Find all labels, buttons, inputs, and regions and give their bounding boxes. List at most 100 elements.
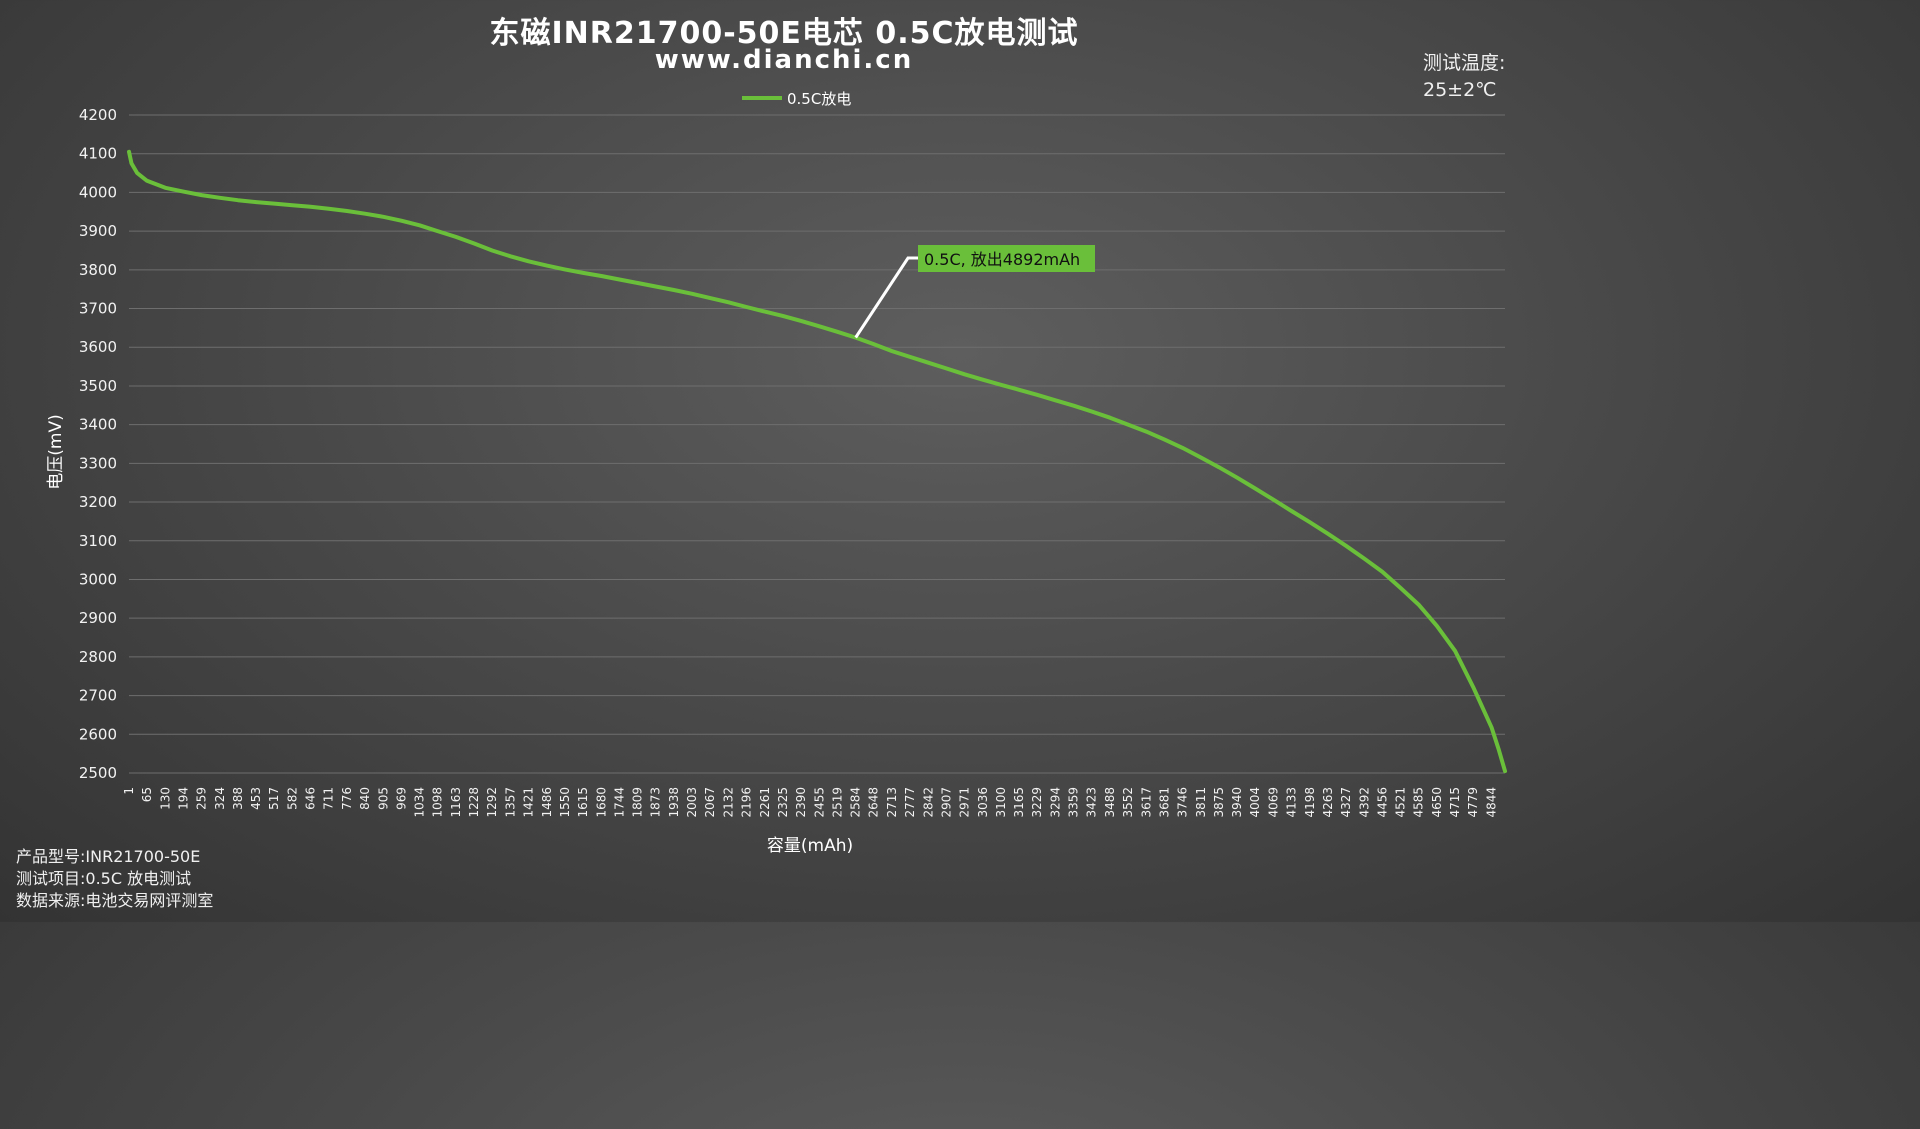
x-tick-label: 582 [285,787,299,810]
x-tick-label: 517 [267,787,281,810]
x-tick-label: 2648 [867,787,881,818]
x-tick-label: 3617 [1139,787,1153,818]
x-tick-label: 1 [122,787,136,795]
y-tick-labels: 4200 4100 4000 3900 3800 3700 3600 3500 3400 3300… [79,106,117,782]
x-tick-label: 3165 [1012,787,1026,818]
x-tick-label: 324 [213,787,227,810]
x-tick-label: 905 [376,787,390,810]
y-tick-label: 2700 [79,687,117,705]
chart-subtitle: www.dianchi.cn [654,45,914,75]
y-tick-label: 2600 [79,725,117,743]
series-line-0-5c-discharge [127,149,1507,774]
y-tick-label: 3400 [79,416,117,434]
x-tick-label: 4715 [1448,787,1462,818]
x-tick-label: 1486 [540,787,554,818]
x-tick-label: 4198 [1303,787,1317,818]
x-tick-label: 4392 [1357,787,1371,818]
x-tick-label: 2455 [812,787,826,818]
chart-canvas: 4200 4100 4000 3900 3800 3700 3600 3500 3400 3300… [46,90,1507,818]
x-tick-label: 3100 [994,787,1008,818]
grid-lines [129,114,1505,774]
annotation-layer: 0.5C, 放出4892mAh [854,245,1095,339]
y-tick-label: 3600 [79,338,117,356]
x-tick-label: 1938 [667,787,681,818]
y-tick-label: 3500 [79,377,117,395]
product-model-note: 产品型号:INR21700-50E [16,847,201,866]
x-tick-label: 2907 [940,787,954,818]
x-tick-label: 2325 [776,787,790,818]
y-tick-label: 3800 [79,261,117,279]
x-tick-label: 2584 [849,787,863,818]
x-tick-label: 3681 [1157,787,1171,818]
x-tick-label: 2067 [703,787,717,818]
x-tick-label: 1809 [631,787,645,818]
y-tick-label: 4200 [79,106,117,124]
x-tick-label: 2777 [903,787,917,818]
temperature-label: 测试温度: [1423,52,1506,74]
x-tick-label: 2196 [740,787,754,818]
y-tick-label: 3200 [79,493,117,511]
test-item-note: 测试项目:0.5C 放电测试 [16,869,192,888]
x-tick-label: 3488 [1103,787,1117,818]
y-tick-label: 4000 [79,183,117,201]
x-tick-label: 2842 [921,787,935,818]
data-source-note: 数据来源:电池交易网评测室 [16,891,214,910]
legend: 0.5C放电 [742,90,851,108]
x-tick-label: 4521 [1394,787,1408,818]
x-tick-label: 1550 [558,787,572,818]
annotation-leader-line [854,256,918,339]
x-tick-label: 1744 [612,787,626,818]
x-tick-label: 1098 [431,787,445,818]
x-tick-label: 3940 [1230,787,1244,818]
x-tick-label: 776 [340,787,354,810]
x-tick-label: 969 [394,787,408,810]
y-tick-label: 3100 [79,532,117,550]
y-tick-label: 3000 [79,570,117,588]
x-tick-label: 453 [249,787,263,810]
annotation-label: 0.5C, 放出4892mAh [924,250,1080,269]
x-tick-label: 840 [358,787,372,810]
y-tick-label: 2900 [79,609,117,627]
x-tick-label: 388 [231,787,245,810]
x-tick-label: 4263 [1321,787,1335,818]
x-tick-label: 194 [176,787,190,810]
x-tick-label: 4004 [1248,787,1262,818]
x-tick-label: 3294 [1048,787,1062,818]
legend-label: 0.5C放电 [787,90,851,108]
y-tick-label: 2800 [79,648,117,666]
x-tick-label: 1163 [449,787,463,818]
y-tick-label: 3300 [79,454,117,472]
annotation-box [918,245,1095,272]
x-tick-label: 1357 [503,787,517,818]
y-tick-label: 4100 [79,145,117,163]
x-tick-label: 2003 [685,787,699,818]
x-tick-label: 3875 [1212,787,1226,818]
x-tick-label: 3036 [976,787,990,818]
x-tick-label: 4133 [1284,787,1298,818]
x-tick-label: 1034 [413,787,427,818]
series-layer [127,149,1507,774]
x-tick-label: 3552 [1121,787,1135,818]
x-tick-label: 3423 [1085,787,1099,818]
x-tick-label: 3746 [1176,787,1190,818]
y-tick-label: 3900 [79,222,117,240]
y-tick-label: 2500 [79,764,117,782]
x-tick-label: 4069 [1266,787,1280,818]
x-tick-label: 259 [195,787,209,810]
temperature-note: 测试温度: 25±2℃ [1423,50,1505,104]
temperature-value: 25±2℃ [1423,79,1497,101]
x-tick-label: 2390 [794,787,808,818]
x-tick-label: 1421 [521,787,535,818]
y-tick-label: 3700 [79,300,117,318]
x-tick-label: 3359 [1067,787,1081,818]
x-tick-label: 4327 [1339,787,1353,818]
x-tick-label: 711 [322,787,336,810]
x-tick-label: 1615 [576,787,590,818]
y-axis-label: 电压(mV) [46,414,66,489]
footnotes: 产品型号:INR21700-50E 测试项目:0.5C 放电测试 数据来源:电池… [16,846,213,912]
x-tick-label: 3229 [1030,787,1044,818]
x-tick-label: 4456 [1375,787,1389,818]
x-tick-label: 4585 [1412,787,1426,818]
x-tick-labels: 1 65 130 194 259 324 388 453 517 582 646 711 776 840 9… [122,787,1498,818]
x-tick-label: 2261 [758,787,772,818]
